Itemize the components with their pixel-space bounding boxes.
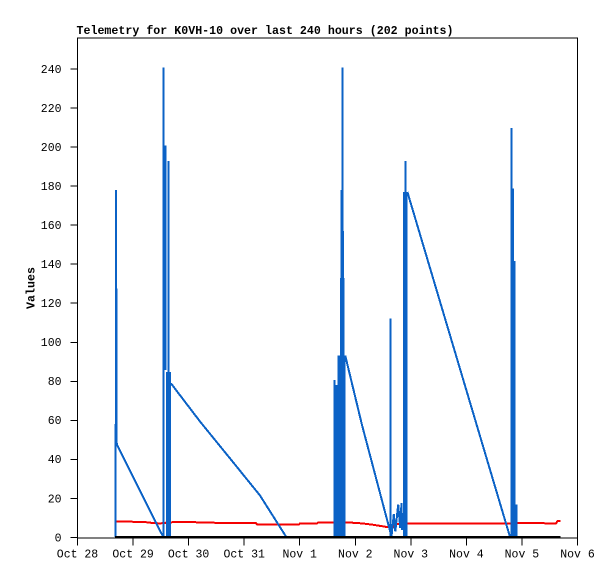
svg-text:220: 220 [41,103,62,116]
svg-text:Oct 28: Oct 28 [57,549,98,562]
svg-text:140: 140 [41,259,62,272]
svg-text:Nov 5: Nov 5 [505,549,540,562]
svg-text:180: 180 [41,181,62,194]
svg-text:60: 60 [48,415,62,428]
svg-text:Telemetry for K0VH-10 over las: Telemetry for K0VH-10 over last 240 hour… [77,25,454,38]
svg-text:160: 160 [41,220,62,233]
svg-text:Nov 4: Nov 4 [449,549,484,562]
svg-text:200: 200 [41,142,62,155]
svg-text:Nov 6: Nov 6 [560,549,595,562]
svg-text:0: 0 [55,532,62,545]
svg-text:20: 20 [48,493,62,506]
svg-text:80: 80 [48,376,62,389]
svg-text:120: 120 [41,298,62,311]
svg-text:Values: Values [26,267,39,309]
svg-text:240: 240 [41,64,62,77]
svg-text:Oct 31: Oct 31 [224,549,265,562]
svg-text:Nov 1: Nov 1 [282,549,317,562]
svg-text:Nov 2: Nov 2 [338,549,373,562]
svg-text:Oct 29: Oct 29 [112,549,153,562]
svg-text:Oct 30: Oct 30 [168,549,209,562]
svg-text:100: 100 [41,337,62,350]
svg-text:Nov 3: Nov 3 [394,549,429,562]
svg-text:40: 40 [48,454,62,467]
